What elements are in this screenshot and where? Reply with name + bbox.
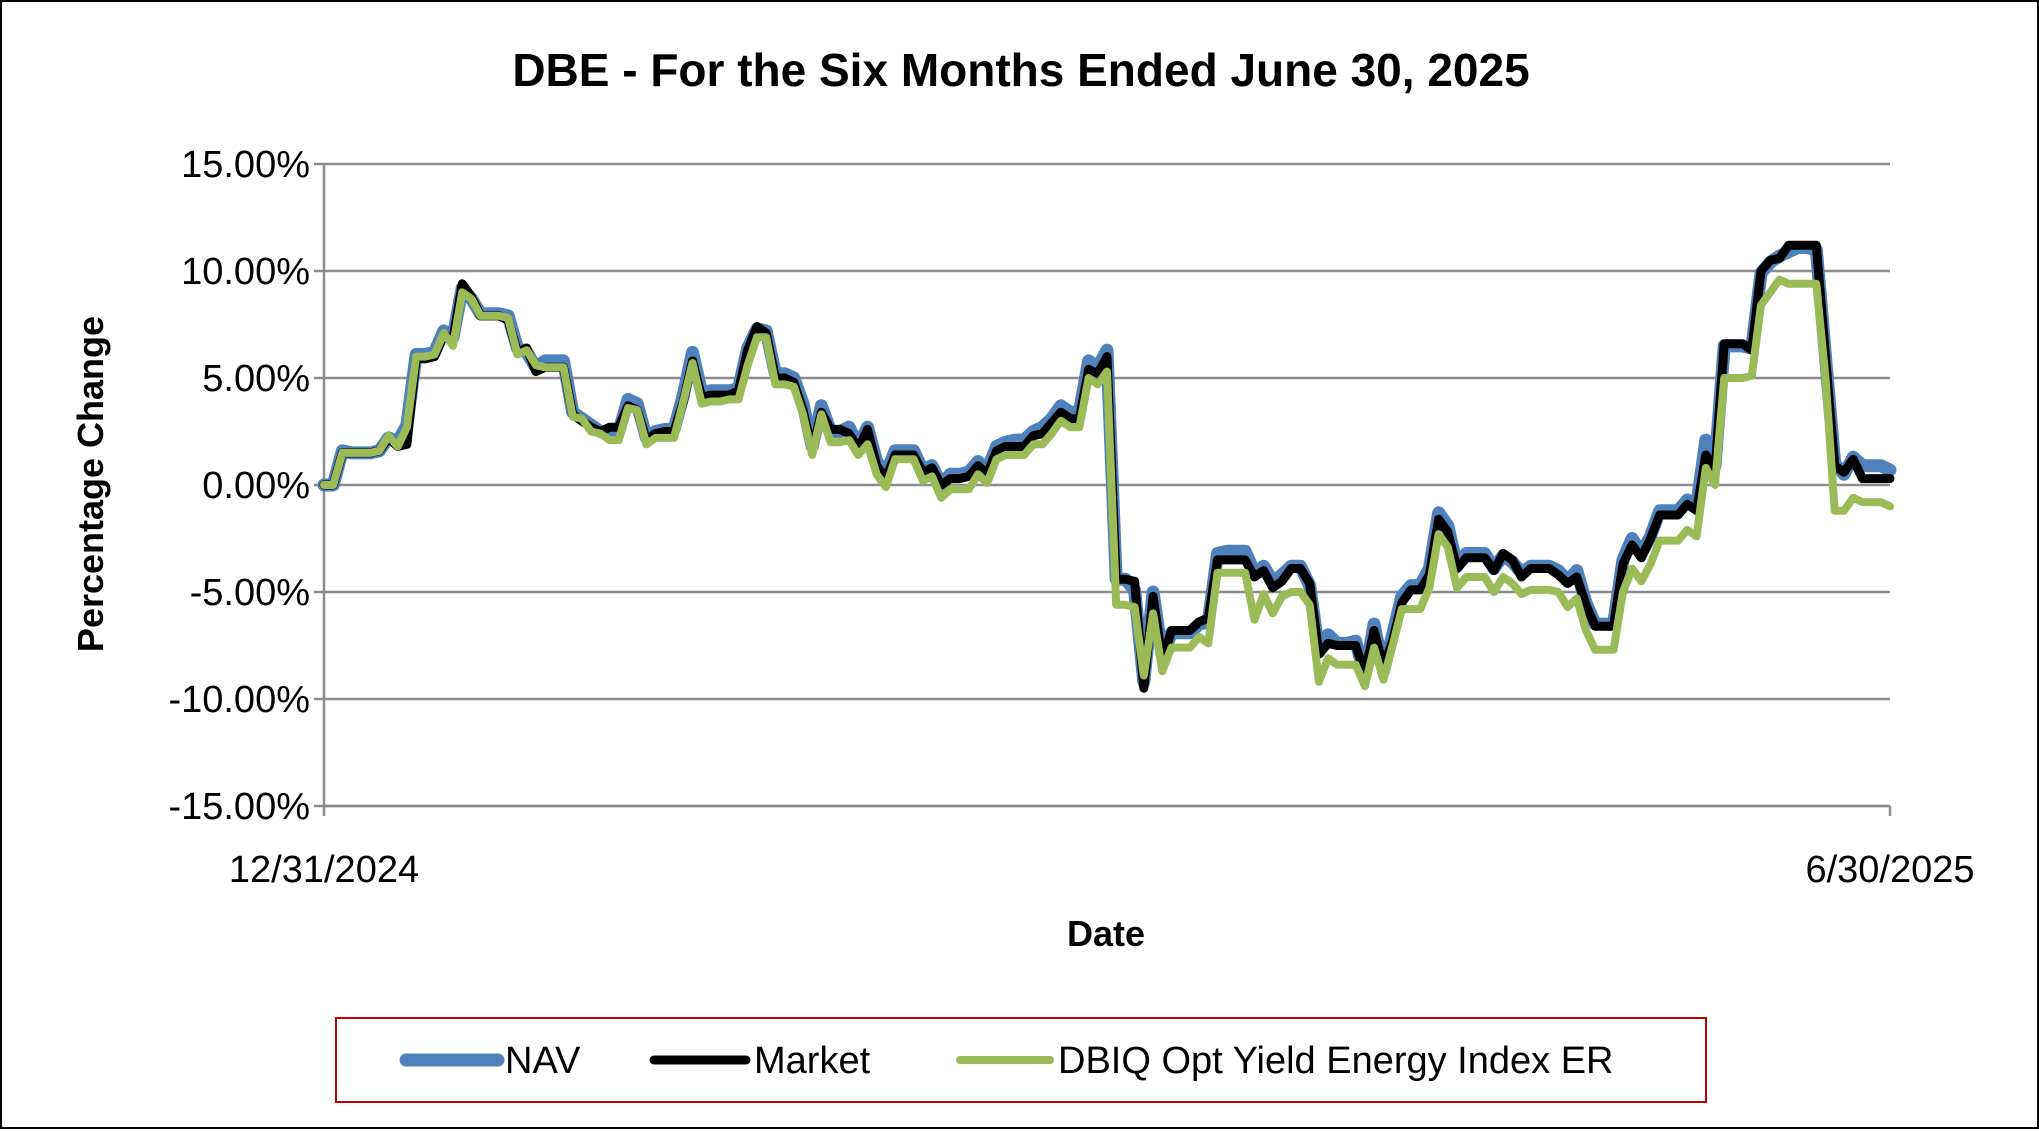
y-tick-label: -5.00% <box>190 572 310 614</box>
legend: NAV Market DBIQ Opt Yield Energy Index ER <box>335 1017 1707 1103</box>
y-tick-label: -15.00% <box>168 786 310 828</box>
y-tick-label: 10.00% <box>181 251 310 293</box>
y-tick-label: 5.00% <box>202 358 310 400</box>
legend-label: NAV <box>505 1040 581 1082</box>
x-axis-label: Date <box>1067 913 1145 954</box>
y-tick-label: -10.00% <box>168 679 310 721</box>
chart-title: DBE - For the Six Months Ended June 30, … <box>512 44 1529 96</box>
y-tick-label: 0.00% <box>202 465 310 507</box>
x-tick-labels: 12/31/2024 6/30/2025 <box>229 849 1975 891</box>
gridlines <box>314 162 1890 808</box>
x-tick-label: 6/30/2025 <box>1805 849 1974 891</box>
y-tick-label: 15.00% <box>181 144 310 186</box>
series-line-dbiq-opt-yield-energy-index-er <box>320 275 1894 691</box>
y-axis-label: Percentage Change <box>70 316 111 652</box>
legend-label: Market <box>754 1040 871 1082</box>
legend-label: DBIQ Opt Yield Energy Index ER <box>1058 1040 1614 1082</box>
series-lines <box>317 240 1897 693</box>
x-tick-label: 12/31/2024 <box>229 849 419 891</box>
y-tick-labels: 15.00% 10.00% 5.00% 0.00% -5.00% -10.00% -15.0… <box>168 144 310 828</box>
